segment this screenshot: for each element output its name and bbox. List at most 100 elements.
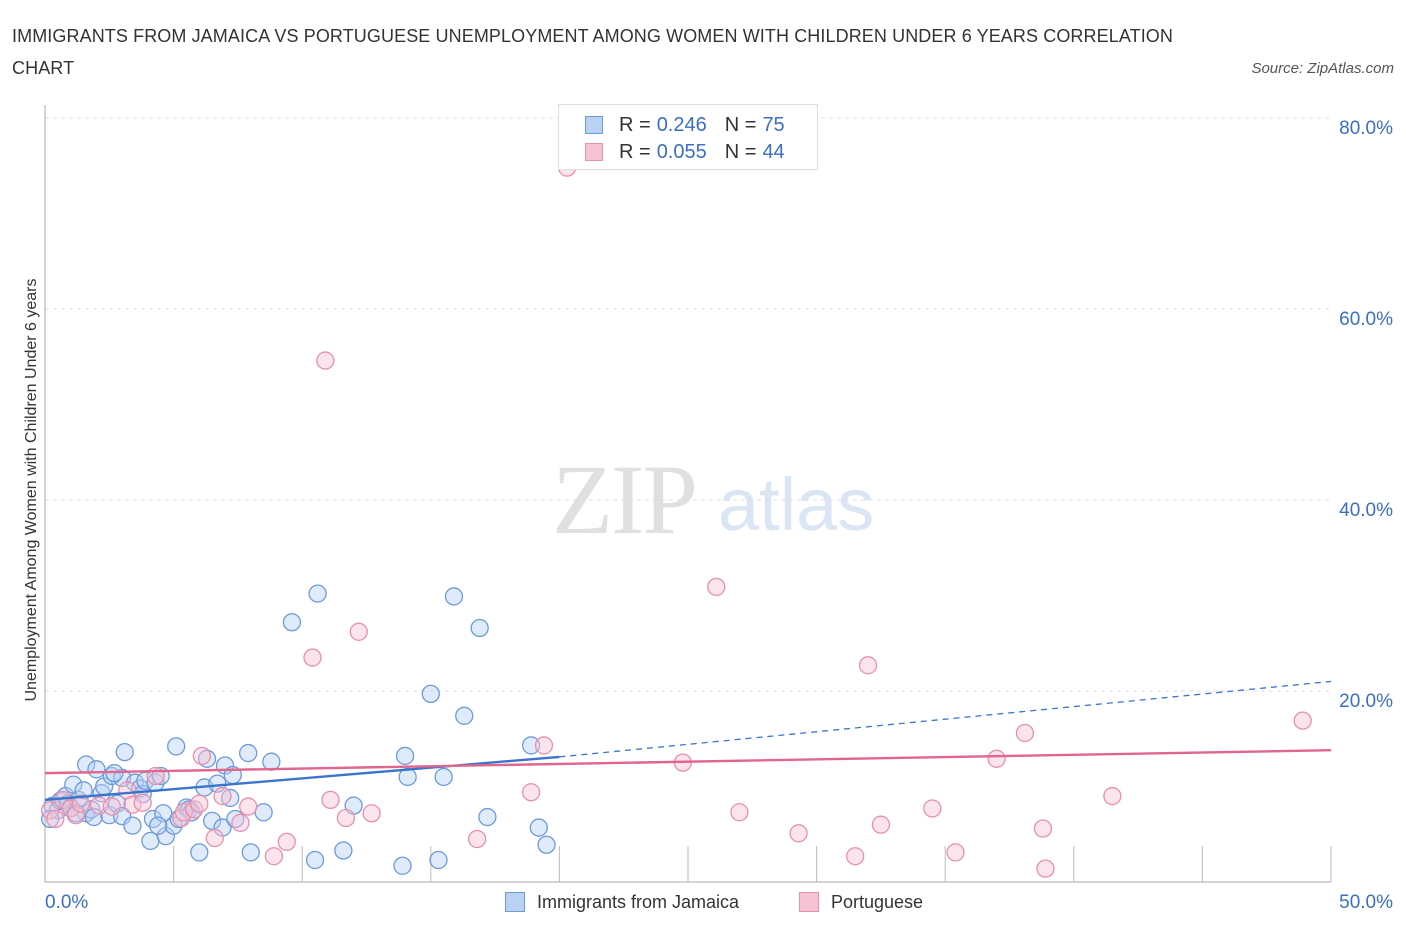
point-portuguese	[40, 801, 60, 820]
correlation-legend: R = 0.246 N = 75 R = 0.055 N = 44	[558, 104, 818, 170]
y-tick-label: 60.0%	[1339, 309, 1393, 330]
point-jamaica	[305, 850, 325, 870]
point-portuguese	[192, 746, 212, 766]
trendline-jamaica	[44, 755, 560, 802]
point-portuguese	[362, 804, 381, 823]
point-jamaica	[123, 816, 142, 835]
point-jamaica	[421, 684, 440, 704]
point-jamaica	[149, 816, 168, 835]
point-portuguese	[239, 797, 258, 816]
trendline-jamaica-projection	[559, 680, 1332, 758]
point-jamaica	[455, 706, 474, 725]
point-portuguese	[521, 783, 541, 802]
bottom-legend-label-jamaica: Immigrants from Jamaica	[537, 891, 740, 912]
bottom-legend-label-portuguese: Portuguese	[831, 891, 924, 912]
point-jamaica	[239, 743, 258, 763]
legend-swatch-portuguese	[585, 143, 603, 161]
x-tick-label-min: 0.0%	[45, 892, 88, 913]
point-jamaica	[429, 850, 448, 870]
point-jamaica	[141, 831, 160, 851]
point-portuguese	[231, 813, 250, 832]
point-portuguese	[102, 797, 122, 816]
trendline-portuguese	[44, 749, 1332, 775]
point-portuguese	[1036, 859, 1055, 878]
chart-title: IMMIGRANTS FROM JAMAICA VS PORTUGUESE UN…	[12, 26, 1173, 78]
point-portuguese	[118, 781, 137, 800]
point-jamaica	[395, 746, 415, 766]
point-jamaica	[308, 584, 327, 603]
point-portuguese	[190, 794, 209, 813]
y-tick-label: 20.0%	[1339, 691, 1393, 712]
point-jamaica	[537, 835, 556, 854]
point-jamaica	[197, 749, 217, 768]
legend-swatch-jamaica	[585, 116, 603, 134]
point-portuguese	[349, 622, 368, 641]
tick-label-layer: 20.0% 40.0% 60.0% 80.0% 0.0% 50.0%	[45, 118, 1393, 913]
point-jamaica	[84, 807, 104, 827]
axis-layer	[44, 105, 1332, 883]
source-label: Source: ZipAtlas.com	[1251, 60, 1394, 77]
x-tick-label-max: 50.0%	[1339, 892, 1393, 913]
point-portuguese	[1033, 819, 1053, 838]
bottom-legend-swatch-portuguese	[799, 892, 819, 912]
legend-r-value: 0.055	[656, 140, 707, 163]
legend-n-value: 75	[762, 113, 785, 136]
point-portuguese	[534, 736, 554, 755]
legend-n-value: 44	[762, 140, 785, 163]
legend-n-label: N =	[724, 140, 757, 163]
point-jamaica	[478, 807, 497, 827]
point-portuguese	[846, 847, 865, 866]
point-jamaica	[521, 736, 541, 755]
point-portuguese	[205, 828, 224, 848]
y-tick-label: 80.0%	[1339, 118, 1393, 139]
legend-row-portuguese: R = 0.055 N = 44	[585, 138, 785, 166]
point-jamaica	[241, 843, 260, 862]
point-portuguese	[277, 832, 296, 852]
point-portuguese	[71, 794, 91, 813]
points-layer	[40, 158, 1312, 878]
point-portuguese	[316, 351, 335, 370]
watermark-atlas: atlas	[718, 463, 875, 546]
point-portuguese	[987, 749, 1006, 768]
point-jamaica	[434, 767, 453, 787]
point-portuguese	[213, 786, 232, 806]
bottom-legend-swatch-jamaica	[505, 892, 525, 912]
point-portuguese	[336, 808, 356, 828]
point-portuguese	[46, 809, 65, 829]
point-portuguese	[707, 577, 726, 597]
point-portuguese	[174, 803, 194, 822]
point-jamaica	[167, 737, 186, 756]
legend-row-jamaica: R = 0.246 N = 75	[585, 111, 785, 139]
point-portuguese	[467, 829, 487, 849]
legend-n-label: N =	[724, 113, 757, 136]
point-jamaica	[254, 803, 273, 822]
point-portuguese	[303, 648, 322, 667]
bottom-legend-portuguese: Portuguese	[799, 888, 923, 916]
point-portuguese	[789, 824, 808, 843]
bottom-legend-jamaica: Immigrants from Jamaica	[505, 888, 739, 916]
point-portuguese	[1293, 711, 1312, 730]
legend-r-label: R =	[619, 140, 651, 163]
point-portuguese	[321, 790, 340, 810]
legend-r-label: R =	[619, 113, 651, 136]
point-portuguese	[66, 806, 86, 825]
point-jamaica	[282, 613, 302, 632]
y-tick-label: 40.0%	[1339, 500, 1393, 521]
point-portuguese	[1015, 723, 1035, 743]
point-portuguese	[923, 799, 942, 818]
point-jamaica	[444, 587, 464, 606]
point-jamaica	[190, 843, 209, 862]
point-jamaica	[393, 856, 412, 875]
point-jamaica	[115, 742, 134, 762]
point-portuguese	[264, 847, 284, 866]
point-portuguese	[858, 656, 878, 675]
point-portuguese	[133, 793, 152, 812]
point-jamaica	[334, 841, 353, 860]
point-jamaica	[470, 618, 489, 638]
point-jamaica	[262, 752, 281, 771]
legend-r-value: 0.246	[656, 113, 707, 136]
point-portuguese	[89, 796, 109, 815]
point-portuguese	[871, 815, 891, 834]
point-portuguese	[946, 843, 965, 862]
grid-layer	[45, 117, 1331, 692]
